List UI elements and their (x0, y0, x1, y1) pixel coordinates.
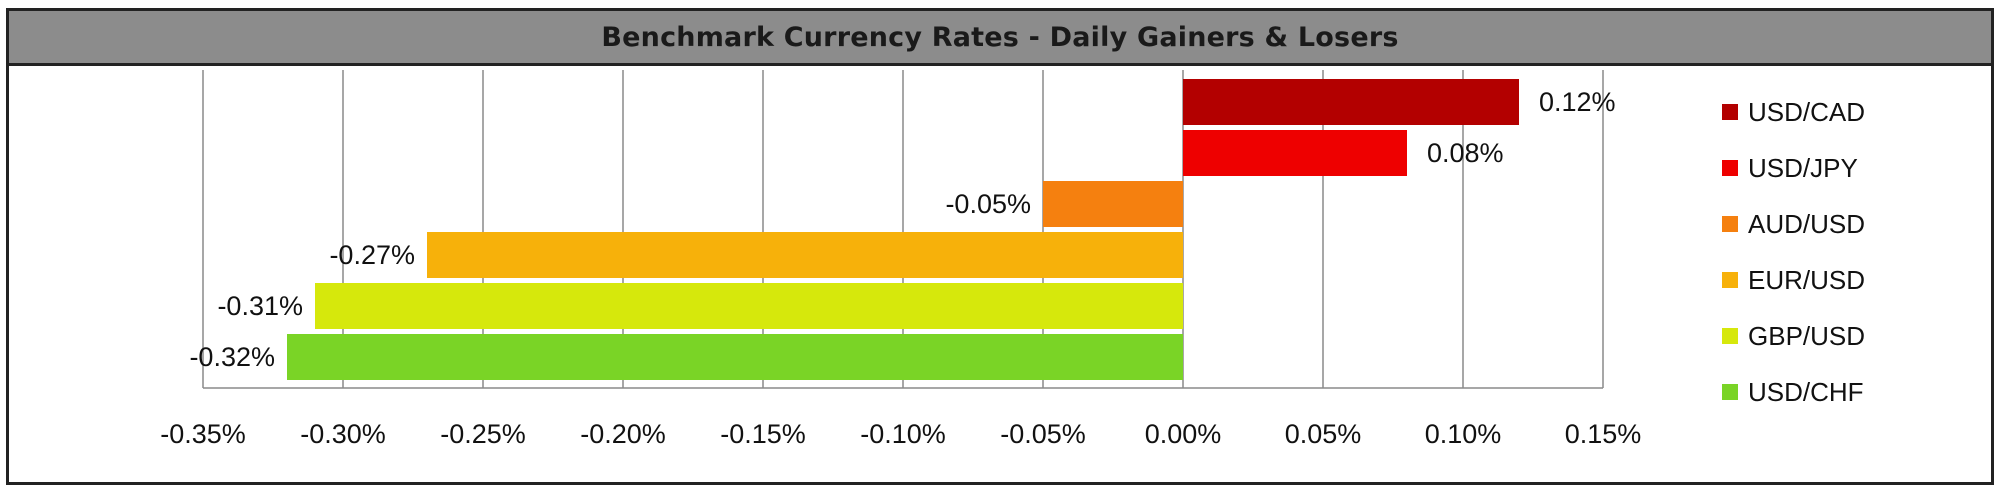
legend-swatch (1722, 384, 1738, 400)
legend-item: USD/CHF (1722, 364, 1982, 420)
legend-label: USD/CAD (1748, 96, 1866, 127)
bars (287, 79, 1519, 380)
legend-swatch (1722, 272, 1738, 288)
legend-label: EUR/USD (1748, 264, 1866, 295)
data-label: -0.05% (945, 189, 1031, 219)
data-label: 0.08% (1427, 138, 1504, 168)
x-tick-label: 0.15% (1565, 419, 1642, 449)
bar-usd-chf (287, 334, 1183, 380)
x-tick-label: -0.30% (300, 419, 386, 449)
legend-item: EUR/USD (1722, 252, 1982, 308)
legend-item: AUD/USD (1722, 196, 1982, 252)
legend-swatch (1722, 160, 1738, 176)
legend-label: GBP/USD (1748, 320, 1866, 351)
legend-label: USD/JPY (1748, 152, 1858, 183)
data-label: 0.12% (1539, 87, 1616, 117)
legend-label: USD/CHF (1748, 376, 1864, 407)
legend-swatch (1722, 216, 1738, 232)
x-axis-ticks: -0.35% -0.30% -0.25% -0.20% -0.15% -0.10% -0.0… (160, 419, 1641, 449)
data-label: -0.32% (189, 342, 275, 372)
x-tick-label: -0.25% (440, 419, 526, 449)
x-tick-label: -0.20% (580, 419, 666, 449)
x-tick-label: 0.00% (1145, 419, 1222, 449)
bar-aud-usd (1043, 181, 1183, 227)
bar-usd-jpy (1183, 130, 1407, 176)
legend-swatch (1722, 328, 1738, 344)
data-label: -0.31% (217, 291, 303, 321)
legend: USD/CAD USD/JPY AUD/USD EUR/USD GBP/USD USD/C… (1722, 84, 1982, 420)
bar-usd-cad (1183, 79, 1519, 125)
data-labels: 0.12% 0.08% -0.05% -0.27% -0.31% -0.32% (189, 87, 1615, 372)
chart-title: Benchmark Currency Rates - Daily Gainers… (601, 21, 1399, 53)
x-tick-label: -0.10% (860, 419, 946, 449)
chart-frame: Benchmark Currency Rates - Daily Gainers… (6, 8, 1994, 485)
x-tick-label: -0.15% (720, 419, 806, 449)
data-label: -0.27% (329, 240, 415, 270)
legend-item: GBP/USD (1722, 308, 1982, 364)
legend-item: USD/JPY (1722, 140, 1982, 196)
x-tick-label: 0.05% (1285, 419, 1362, 449)
x-tick-label: -0.35% (160, 419, 246, 449)
legend-swatch (1722, 104, 1738, 120)
legend-label: AUD/USD (1748, 208, 1866, 239)
bar-eur-usd (427, 232, 1183, 278)
title-bar: Benchmark Currency Rates - Daily Gainers… (9, 11, 1991, 66)
legend-item: USD/CAD (1722, 84, 1982, 140)
x-tick-label: 0.10% (1425, 419, 1502, 449)
bar-gbp-usd (315, 283, 1183, 329)
x-tick-label: -0.05% (1000, 419, 1086, 449)
